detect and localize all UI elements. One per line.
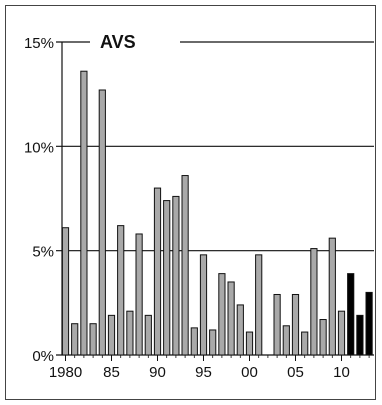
- bar-2006: [301, 331, 309, 356]
- bar-1993: [181, 175, 189, 356]
- bar-1991: [163, 200, 171, 356]
- y-tick-label: 10%: [24, 139, 54, 156]
- bar-2000: [245, 331, 254, 356]
- bar-chart: 0% 5% 10% 15% AVS 1980 85 90 95 00 05 10: [24, 32, 374, 381]
- bar-1989: [144, 314, 152, 356]
- y-tick-label: 15%: [24, 35, 54, 52]
- bar-1996: [209, 329, 217, 356]
- bar-1984: [98, 89, 106, 356]
- bar-1992: [172, 195, 180, 356]
- x-tick-label: 85: [103, 364, 120, 381]
- chart-title: AVS: [100, 32, 136, 52]
- x-tick-label: 05: [287, 364, 304, 381]
- bar-2013: [365, 291, 373, 356]
- bar-1997: [218, 273, 226, 356]
- y-tick-label: 0%: [32, 348, 54, 365]
- x-tick-label: 1980: [49, 364, 82, 381]
- y-tick-label: 5%: [32, 244, 54, 261]
- bar-1990: [153, 187, 162, 356]
- chart-frame: 0% 5% 10% 15% AVS 1980 85 90 95 00 05 10: [5, 5, 376, 400]
- bar-2008: [319, 319, 327, 356]
- bar-2010: [337, 310, 346, 356]
- bar-1988: [135, 233, 143, 356]
- bar-1985: [107, 314, 116, 356]
- x-tick-label: 10: [333, 364, 350, 381]
- bar-1983: [89, 323, 97, 356]
- bar-2007: [310, 248, 318, 356]
- bar-1995: [199, 254, 208, 356]
- x-tick-label: 00: [241, 364, 258, 381]
- bar-2003: [273, 293, 281, 356]
- bar-1980: [61, 227, 70, 356]
- bar-2004: [282, 325, 290, 356]
- bar-2005: [291, 293, 300, 356]
- bar-1981: [71, 323, 79, 356]
- bar-1999: [236, 304, 244, 356]
- bar-1987: [126, 310, 134, 356]
- x-tick-label: 95: [195, 364, 212, 381]
- bar-2009: [328, 237, 336, 356]
- bar-2011: [347, 273, 355, 356]
- bar-2012: [356, 314, 364, 356]
- bar-1998: [227, 281, 235, 356]
- bar-1986: [117, 225, 125, 356]
- bar-2001: [255, 254, 263, 356]
- bar-1982: [80, 70, 88, 356]
- x-tick-label: 90: [149, 364, 166, 381]
- bar-1994: [190, 327, 198, 356]
